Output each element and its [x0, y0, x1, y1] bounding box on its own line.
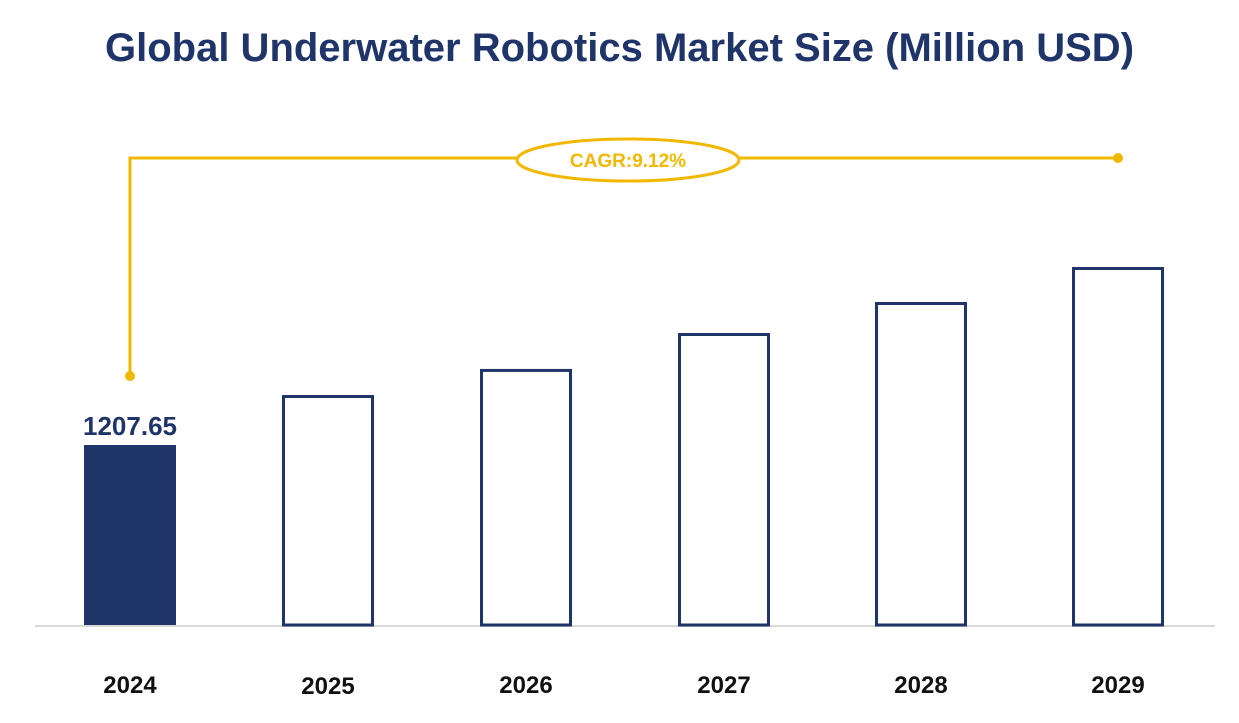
- bar-2024: [84, 445, 176, 625]
- x-tick-label: 2025: [301, 673, 354, 700]
- x-tick-label: 2029: [1091, 672, 1144, 699]
- x-tick-label: 2027: [697, 672, 750, 699]
- x-tick-label: 2028: [894, 672, 947, 699]
- cagr-end-dot: [1113, 153, 1123, 163]
- bar-2029: [1072, 266, 1164, 627]
- bar-2026: [480, 368, 572, 627]
- cagr-start-dot: [125, 371, 135, 381]
- bar-2025: [282, 395, 374, 627]
- cagr-ellipse: [515, 137, 741, 183]
- data-label: 1207.65: [83, 411, 177, 441]
- bar-2028: [875, 302, 967, 627]
- x-tick-label: 2026: [499, 672, 552, 699]
- cagr-connector-left: [128, 156, 516, 376]
- cagr-label: CAGR:9.12%: [570, 151, 686, 172]
- chart-title: Global Underwater Robotics Market Size (…: [104, 26, 1135, 70]
- x-tick-label: 2024: [103, 672, 157, 699]
- bar-2027: [678, 333, 770, 627]
